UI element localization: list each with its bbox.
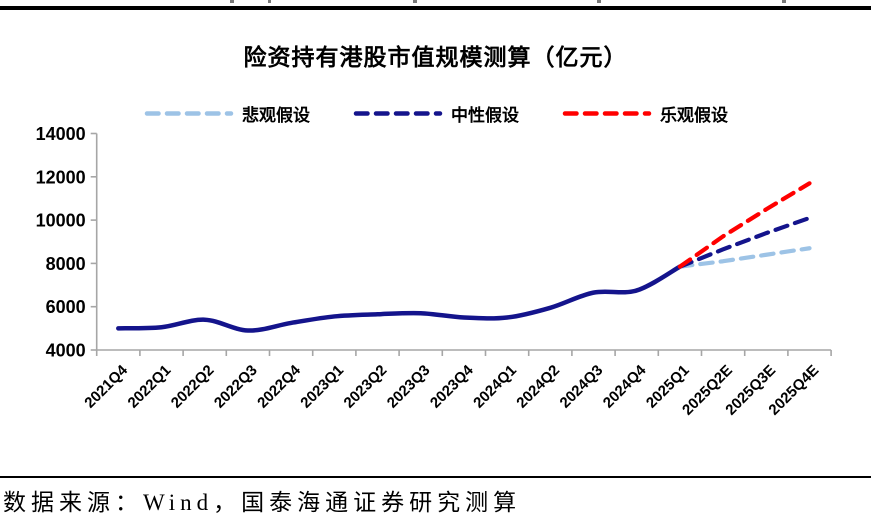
cropped-text-fragment [230, 0, 234, 3]
x-axis-label: 2022Q3 [211, 362, 261, 412]
data-source-note: 数据来源：Wind，国泰海通证券研究测算 [3, 490, 522, 515]
y-axis-label: 12000 [36, 167, 86, 187]
x-axis-label: 2024Q2 [513, 362, 563, 412]
footer-divider-rule [0, 476, 871, 478]
legend-label-neutral: 中性假设 [451, 106, 519, 125]
legend-label-pessimistic: 悲观假设 [242, 106, 310, 125]
cropped-text-fragment [597, 0, 601, 3]
y-axis-label: 14000 [36, 124, 86, 144]
y-axis-label: 10000 [36, 211, 86, 231]
x-axis-label: 2024Q4 [600, 361, 650, 411]
x-axis-label: 2023Q4 [427, 361, 477, 411]
series-line-pessimistic [677, 246, 812, 269]
series-line-historical [116, 264, 683, 333]
legend-item-neutral: 中性假设 [352, 101, 519, 126]
x-axis-label: 2022Q1 [125, 362, 175, 412]
series-line-neutral [677, 215, 812, 269]
legend-item-optimistic: 乐观假设 [561, 101, 728, 126]
optimistic-dash-swatch-icon [562, 111, 652, 116]
legend-label-optimistic: 乐观假设 [660, 106, 728, 125]
series-line-optimistic [677, 181, 812, 269]
y-axis-label: 8000 [46, 254, 86, 274]
x-axis-label: 2023Q2 [341, 362, 391, 412]
x-axis-label: 2022Q4 [254, 361, 304, 411]
legend-item-pessimistic: 悲观假设 [143, 101, 310, 126]
x-axis-label: 2023Q1 [297, 362, 347, 412]
x-axis-label: 2024Q3 [557, 362, 607, 412]
x-axis-label: 2021Q4 [81, 361, 131, 411]
cropped-text-fragment [782, 0, 786, 3]
chart-legend: 悲观假设 中性假设 乐观假设 [0, 101, 871, 126]
x-axis-label: 2022Q2 [168, 362, 218, 412]
line-chart-canvas: 4000600080001000012000140002021Q42022Q12… [36, 124, 832, 419]
neutral-dash-swatch-icon [353, 111, 443, 116]
y-axis-label: 6000 [46, 297, 86, 317]
cropped-text-fragment [413, 0, 417, 3]
y-axis-label: 4000 [46, 341, 86, 361]
top-divider-rule [0, 6, 871, 10]
x-axis-label: 2023Q3 [384, 362, 434, 412]
cropped-text-fragment [268, 0, 271, 3]
chart-title: 险资持有港股市值规模测算（亿元） [243, 45, 628, 70]
pessimistic-dash-swatch-icon [144, 111, 234, 116]
x-axis-label: 2024Q1 [470, 362, 520, 412]
